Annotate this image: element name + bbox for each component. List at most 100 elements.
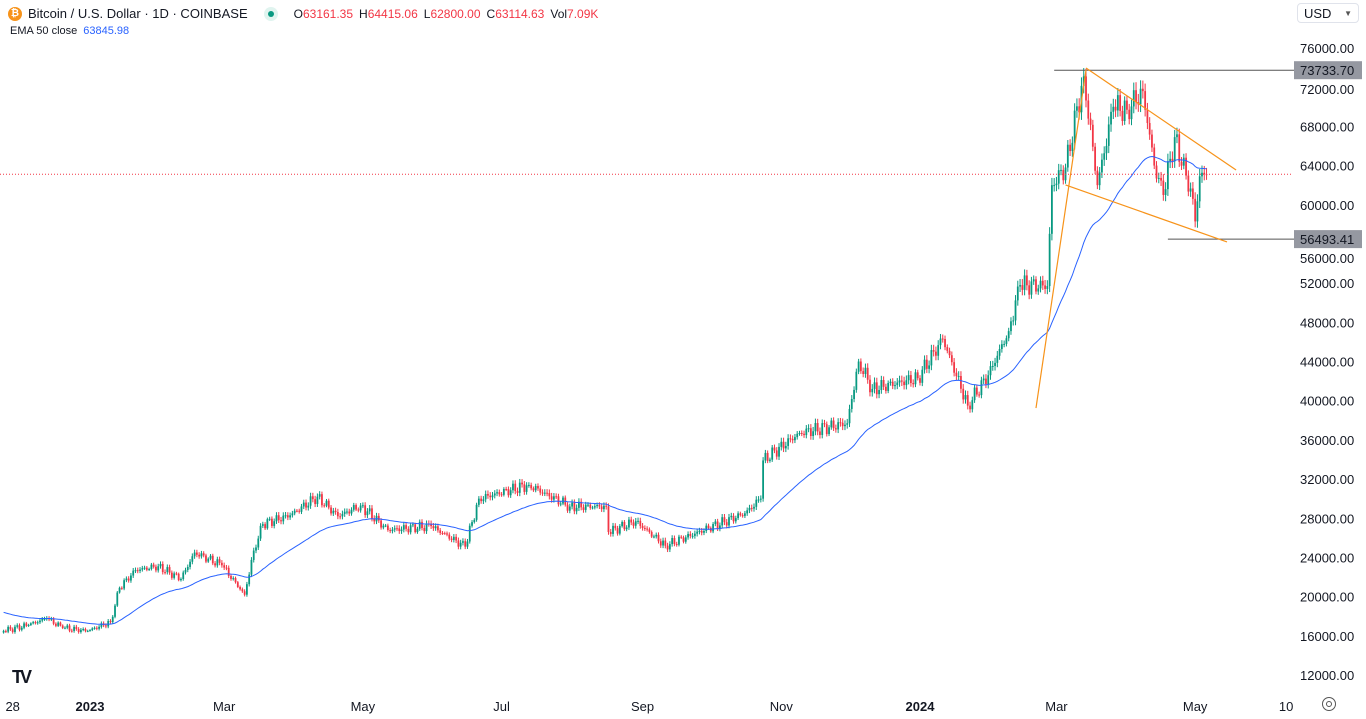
candle-body xyxy=(1039,280,1042,289)
rally-trend-line[interactable] xyxy=(1035,69,1087,409)
candle-body xyxy=(1010,321,1012,332)
candle-body xyxy=(1173,137,1176,162)
candle-body xyxy=(9,626,12,630)
candle-body xyxy=(1110,111,1112,125)
candle-body xyxy=(837,422,840,430)
candle-body xyxy=(555,496,558,498)
candle-body xyxy=(218,559,221,563)
candle-body xyxy=(1071,142,1074,152)
candle-body xyxy=(389,530,392,532)
candle-body xyxy=(598,505,601,507)
candle-body xyxy=(1035,279,1037,292)
candle-body xyxy=(778,446,780,457)
candle-body xyxy=(700,530,703,533)
candle-body xyxy=(930,350,933,366)
candle-body xyxy=(1028,285,1031,295)
price-level-label: 56493.41 xyxy=(1300,232,1354,247)
candle-body xyxy=(273,521,276,526)
candle-body xyxy=(252,550,255,560)
candle-body xyxy=(962,388,965,400)
candle-body xyxy=(978,394,981,396)
candle-body xyxy=(257,538,260,548)
candle-body xyxy=(898,380,901,383)
candle-body xyxy=(885,386,887,391)
candle-body xyxy=(296,510,298,512)
candle-body xyxy=(302,502,305,507)
ema-label: EMA 50 close xyxy=(10,25,78,37)
candle-body xyxy=(1069,144,1071,152)
candle-body xyxy=(286,515,289,518)
candle-body xyxy=(498,492,501,495)
currency-select[interactable]: USD ▼ xyxy=(1297,3,1359,23)
candle-body xyxy=(191,556,194,562)
candle-body xyxy=(803,433,805,436)
candle-body xyxy=(143,567,146,569)
candle-body xyxy=(794,437,796,441)
candle-body xyxy=(168,567,171,573)
candle-body xyxy=(148,568,151,570)
candle-body xyxy=(132,570,135,576)
candle-body xyxy=(500,494,503,496)
candle-body xyxy=(1032,279,1035,282)
candle-body xyxy=(969,405,971,410)
candle-body xyxy=(1037,288,1040,292)
candle-body xyxy=(402,525,405,530)
candle-body xyxy=(869,379,871,393)
candle-body xyxy=(195,552,198,555)
candle-body xyxy=(1105,145,1108,154)
candle-body xyxy=(405,525,407,529)
candle-body xyxy=(434,526,437,529)
candle-body xyxy=(828,427,830,435)
candle-body xyxy=(691,535,694,537)
candle-body xyxy=(703,530,705,533)
candle-body xyxy=(671,538,674,545)
candle-body xyxy=(373,518,376,522)
candle-body xyxy=(689,533,692,536)
symbol-title[interactable]: Bitcoin / U.S. Dollar · 1D · COINBASE xyxy=(28,6,248,21)
candle-body xyxy=(639,520,642,526)
candle-body xyxy=(1062,169,1065,181)
ema-legend[interactable]: EMA 50 close 63845.98 xyxy=(10,25,129,37)
candle-body xyxy=(95,627,98,629)
candle-body xyxy=(29,623,32,626)
candle-body xyxy=(518,482,521,493)
candle-body xyxy=(603,505,605,510)
candle-body xyxy=(1051,185,1053,234)
high-value: 64415.06 xyxy=(367,6,418,21)
candle-body xyxy=(960,376,962,389)
candle-body xyxy=(925,359,928,369)
candle-body xyxy=(1201,172,1203,177)
time-axis-label: 2024 xyxy=(906,699,936,714)
candle-body xyxy=(264,524,266,529)
candle-body xyxy=(230,575,232,579)
candle-body xyxy=(423,528,426,532)
candle-body xyxy=(152,564,155,567)
candle-body xyxy=(834,428,837,430)
candle-body xyxy=(857,361,860,372)
candle-body xyxy=(957,376,960,378)
volume-value: 7.09K xyxy=(567,6,599,21)
candle-body xyxy=(650,531,653,537)
candle-body xyxy=(812,431,815,436)
candle-body xyxy=(766,452,769,461)
candle-body xyxy=(98,626,100,629)
candle-body xyxy=(848,408,851,424)
candle-body xyxy=(718,525,721,529)
candle-body xyxy=(455,536,458,541)
candle-body xyxy=(698,530,701,532)
candle-body xyxy=(846,423,849,425)
candle-body xyxy=(309,496,312,506)
candle-body xyxy=(1132,90,1135,107)
candle-body xyxy=(471,522,473,526)
candle-body xyxy=(1141,88,1144,92)
ema-value: 63845.98 xyxy=(83,25,130,37)
upper-wedge-line[interactable] xyxy=(1085,67,1237,171)
candle-body xyxy=(546,492,548,494)
candle-body xyxy=(1098,172,1101,186)
tradingview-logo[interactable]: TV xyxy=(12,667,32,687)
candle-body xyxy=(118,587,121,593)
candle-body xyxy=(512,483,514,491)
settings-icon[interactable] xyxy=(1322,697,1336,711)
lower-wedge-line[interactable] xyxy=(1065,184,1228,243)
